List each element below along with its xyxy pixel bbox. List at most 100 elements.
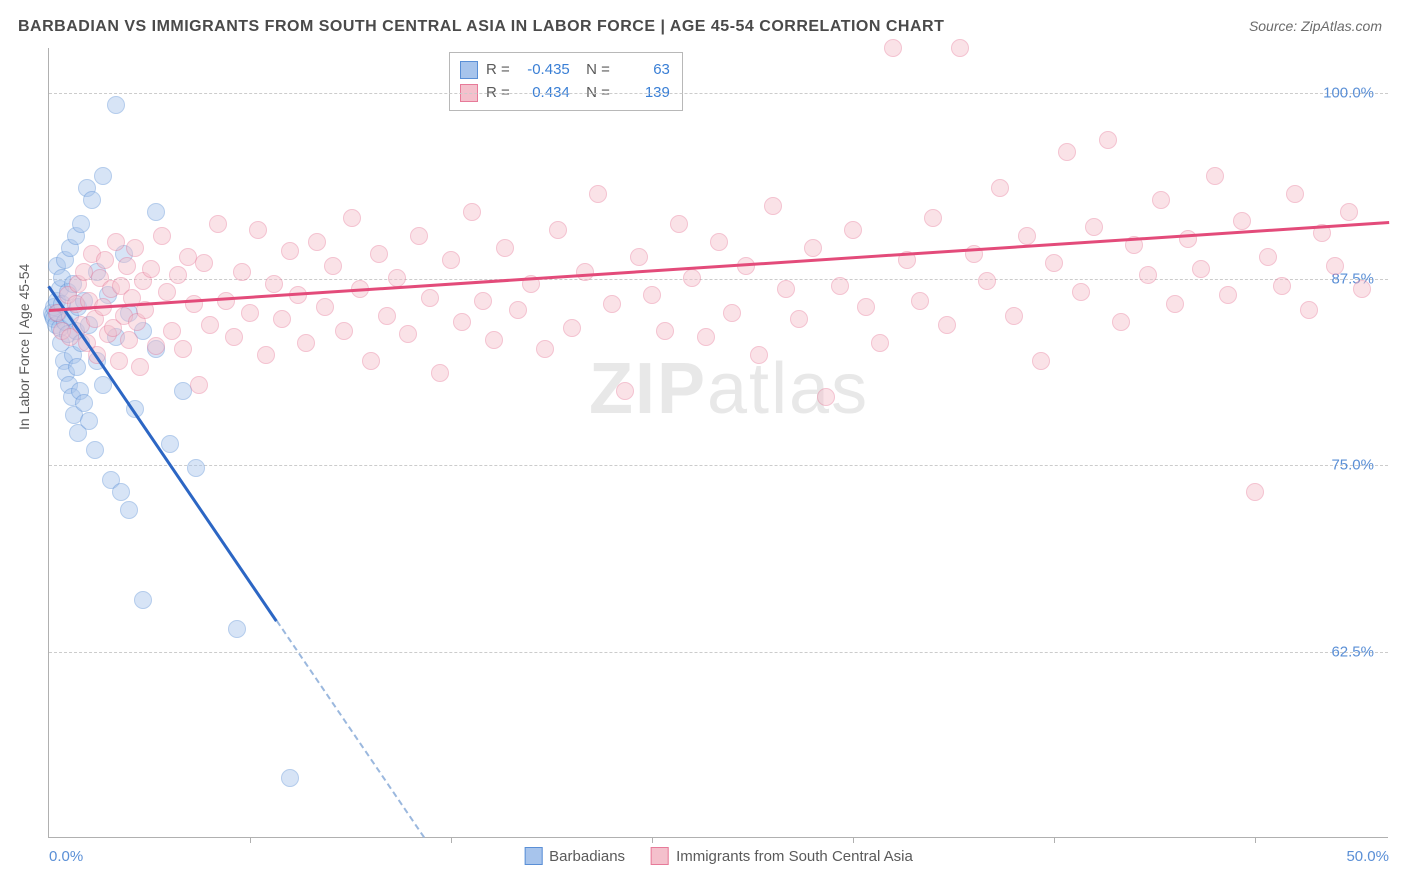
data-point [536, 340, 554, 358]
data-point [107, 233, 125, 251]
data-point [857, 298, 875, 316]
gridline-h [49, 93, 1388, 94]
x-tick-minor [853, 837, 854, 843]
data-point [370, 245, 388, 263]
data-point [710, 233, 728, 251]
data-point [817, 388, 835, 406]
data-point [1273, 277, 1291, 295]
data-point [1045, 254, 1063, 272]
data-point [474, 292, 492, 310]
data-point [1152, 191, 1170, 209]
data-point [316, 298, 334, 316]
data-point [616, 382, 634, 400]
data-point [603, 295, 621, 313]
data-point [158, 283, 176, 301]
stats-row: R = -0.435 N = 63 [460, 59, 670, 82]
data-point [777, 280, 795, 298]
data-point [107, 96, 125, 114]
data-point [431, 364, 449, 382]
data-point [1233, 212, 1251, 230]
data-point [343, 209, 361, 227]
data-point [831, 277, 849, 295]
data-point [421, 289, 439, 307]
data-point [308, 233, 326, 251]
data-point [871, 334, 889, 352]
data-point [118, 257, 136, 275]
data-point [1032, 352, 1050, 370]
data-point [68, 358, 86, 376]
data-point [233, 263, 251, 281]
legend-label-1: Barbadians [549, 848, 625, 865]
data-point [1353, 280, 1371, 298]
data-point [576, 263, 594, 281]
data-point [72, 215, 90, 233]
source-attribution: Source: ZipAtlas.com [1249, 18, 1382, 34]
data-point [1246, 483, 1264, 501]
data-point [496, 239, 514, 257]
data-point [120, 501, 138, 519]
y-tick-label: 75.0% [1331, 457, 1374, 474]
data-point [241, 304, 259, 322]
legend-item-2: Immigrants from South Central Asia [651, 847, 913, 865]
data-point [1300, 301, 1318, 319]
legend-swatch-1 [524, 847, 542, 865]
correlation-stats-box: R = -0.435 N = 63 R = 0.434 N = 139 [449, 52, 683, 111]
data-point [630, 248, 648, 266]
data-point [324, 257, 342, 275]
y-tick-label: 62.5% [1331, 643, 1374, 660]
data-point [750, 346, 768, 364]
data-point [142, 260, 160, 278]
data-point [201, 316, 219, 334]
chart-plot-area: ZIPatlas R = -0.435 N = 63 R = 0.434 N =… [48, 48, 1388, 838]
data-point [362, 352, 380, 370]
data-point [1018, 227, 1036, 245]
data-point [94, 167, 112, 185]
data-point [485, 331, 503, 349]
data-point [281, 769, 299, 787]
data-point [884, 39, 902, 57]
x-tick-minor [652, 837, 653, 843]
data-point [169, 266, 187, 284]
data-point [378, 307, 396, 325]
data-point [589, 185, 607, 203]
data-point [670, 215, 688, 233]
data-point [1192, 260, 1210, 278]
data-point [174, 340, 192, 358]
data-point [764, 197, 782, 215]
legend-item-1: Barbadians [524, 847, 625, 865]
data-point [75, 394, 93, 412]
data-point [563, 319, 581, 337]
gridline-h [49, 279, 1388, 280]
chart-title: BARBADIAN VS IMMIGRANTS FROM SOUTH CENTR… [18, 18, 944, 36]
data-point [257, 346, 275, 364]
data-point [1259, 248, 1277, 266]
watermark-bold: ZIP [589, 349, 707, 429]
data-point [442, 251, 460, 269]
data-point [1099, 131, 1117, 149]
stat-r-value-1: -0.435 [518, 59, 570, 82]
data-point [790, 310, 808, 328]
data-point [153, 227, 171, 245]
data-point [697, 328, 715, 346]
data-point [131, 358, 149, 376]
data-point [217, 292, 235, 310]
data-point [209, 215, 227, 233]
data-point [297, 334, 315, 352]
data-point [110, 352, 128, 370]
data-point [723, 304, 741, 322]
legend: Barbadians Immigrants from South Central… [524, 847, 913, 865]
data-point [683, 269, 701, 287]
stat-r-label: R = [486, 59, 510, 82]
swatch-series1 [460, 61, 478, 79]
legend-swatch-2 [651, 847, 669, 865]
data-point [1340, 203, 1358, 221]
data-point [388, 269, 406, 287]
data-point [96, 251, 114, 269]
data-point [643, 286, 661, 304]
data-point [924, 209, 942, 227]
gridline-h [49, 465, 1388, 466]
stat-n-label: N = [578, 59, 610, 82]
watermark-rest: atlas [707, 349, 869, 429]
data-point [399, 325, 417, 343]
data-point [844, 221, 862, 239]
